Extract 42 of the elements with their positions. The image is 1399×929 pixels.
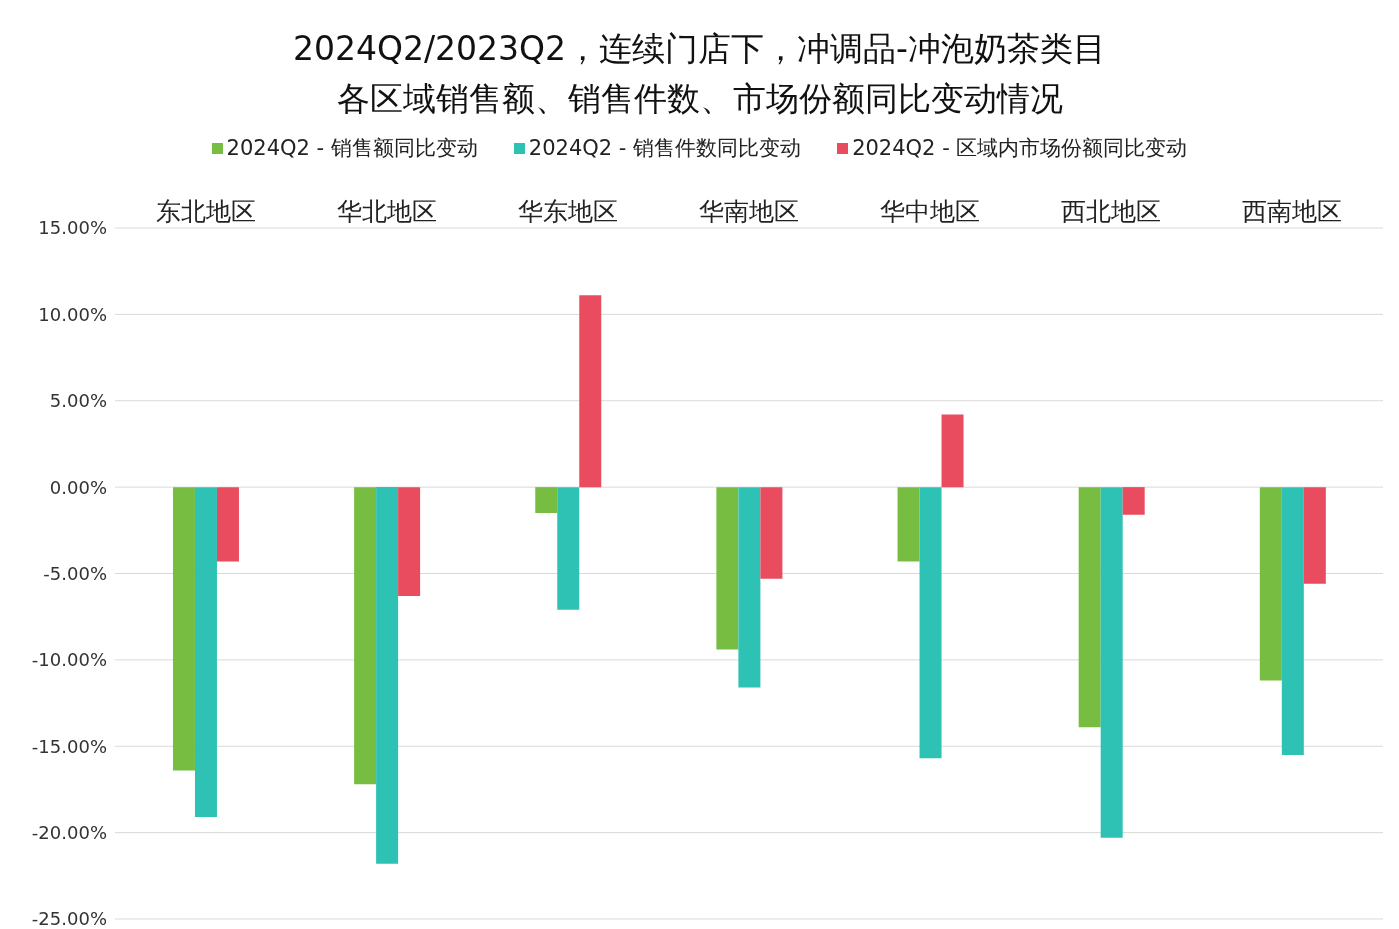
bar [172, 487, 195, 771]
bar [760, 487, 783, 579]
bar [1281, 487, 1304, 755]
bar [919, 487, 942, 759]
bar [1259, 487, 1282, 681]
x-tick-label: 西南地区 [1242, 197, 1343, 226]
x-tick-label: 华北地区 [336, 197, 437, 226]
x-tick-label: 东北地区 [155, 197, 256, 226]
legend-label: 2024Q2 - 销售件数同比变动 [527, 135, 802, 162]
bar [354, 487, 377, 785]
x-tick-label: 西北地区 [1061, 197, 1162, 226]
bar [716, 487, 739, 650]
chart-subtitle: 各区域销售额、销售件数、市场份额同比变动情况 [335, 78, 1064, 120]
y-tick-label: 15.00% [38, 217, 107, 239]
legend-label: 2024Q2 - 区域内市场份额同比变动 [851, 135, 1188, 162]
y-tick-label: -20.00% [31, 822, 107, 844]
y-tick-label: -5.00% [43, 562, 107, 584]
y-tick-label: 0.00% [49, 476, 107, 498]
y-tick-label: -10.00% [31, 649, 107, 671]
bar [1078, 487, 1101, 728]
bar [216, 487, 239, 562]
y-tick-label: 10.00% [38, 303, 107, 325]
x-tick-label: 华中地区 [880, 197, 981, 226]
bar [535, 487, 558, 514]
y-tick-label: -25.00% [31, 908, 107, 929]
bar [941, 414, 964, 488]
bar [1100, 487, 1123, 838]
bar [557, 487, 580, 610]
y-tick-label: 5.00% [49, 390, 107, 412]
bar [1303, 487, 1326, 584]
bar [376, 487, 399, 864]
bar [1122, 487, 1145, 515]
legend-label: 2024Q2 - 销售额同比变动 [225, 135, 478, 162]
bar [194, 487, 217, 818]
x-tick-label: 华南地区 [699, 197, 799, 226]
bar [897, 487, 920, 562]
chart-title: 2024Q2/2023Q2，连续门店下，冲调品-冲泡奶茶类目 [292, 28, 1107, 70]
x-tick-label: 华东地区 [517, 197, 618, 226]
y-tick-label: -15.00% [31, 735, 107, 757]
bar [398, 487, 421, 596]
bar [738, 487, 761, 688]
bar [579, 295, 602, 488]
